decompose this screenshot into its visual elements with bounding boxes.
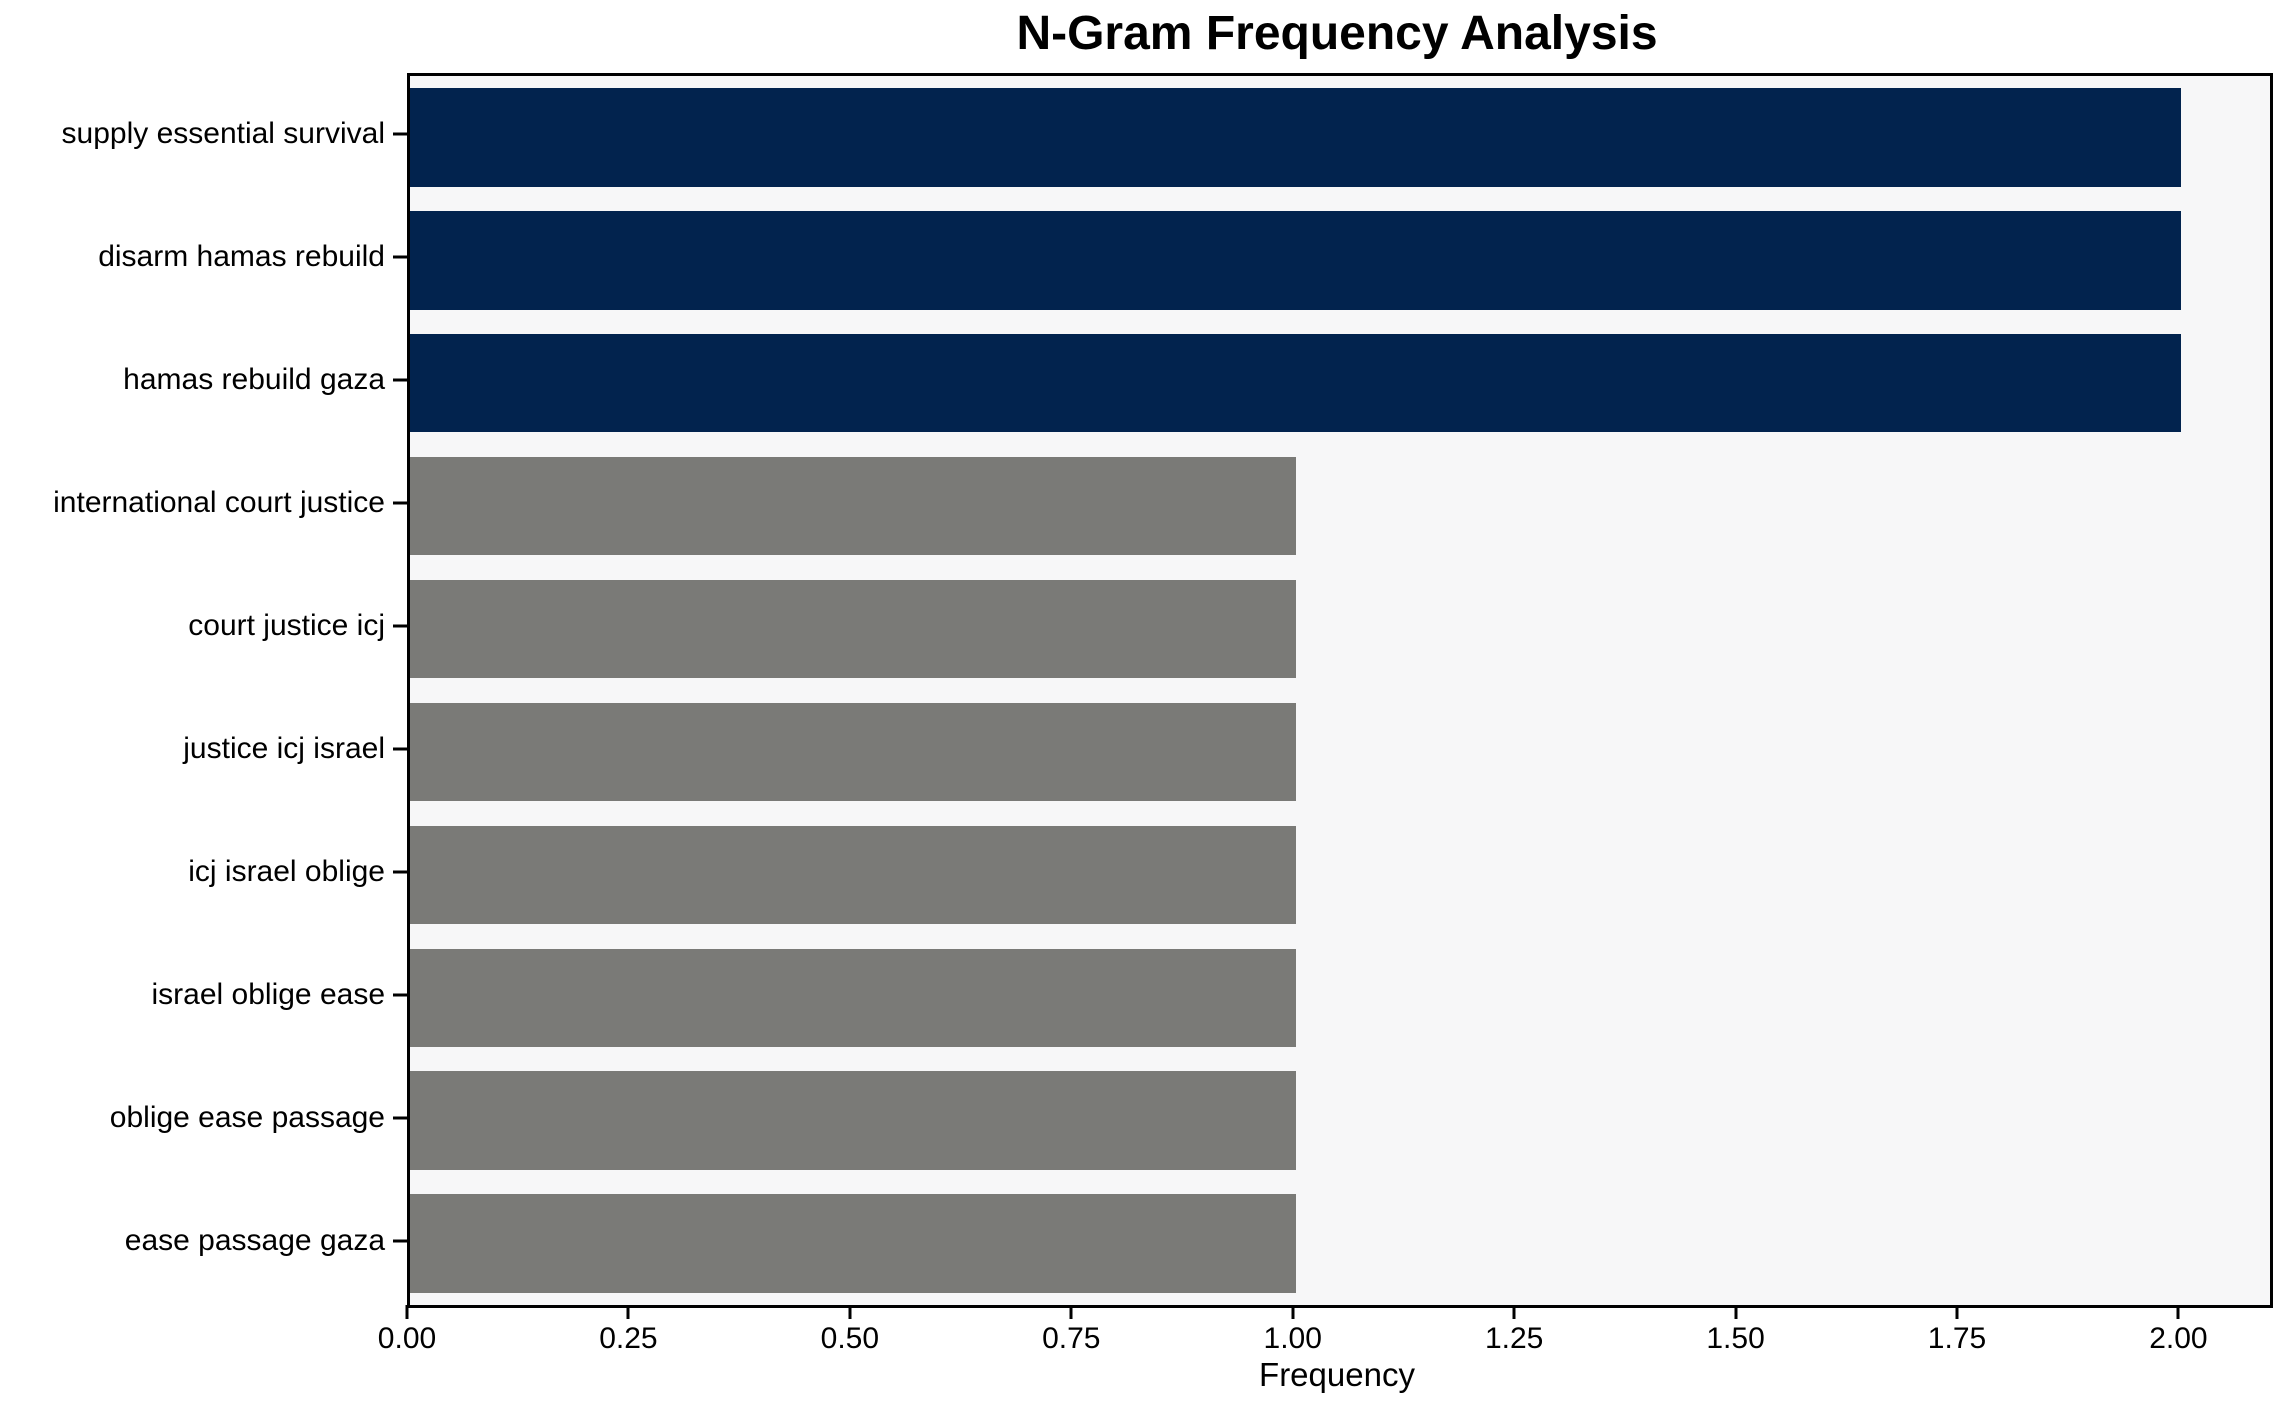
- y-tick-mark: [393, 501, 407, 505]
- y-tick-mark: [393, 255, 407, 259]
- x-tick-label: 0.00: [377, 1322, 437, 1355]
- x-tick-mark: [1069, 1305, 1073, 1319]
- bar-court-justice-icj: [410, 579, 1296, 679]
- x-tick-mark: [626, 1305, 630, 1319]
- y-tick-mark: [393, 624, 407, 628]
- x-tick-label: 2.00: [2149, 1322, 2208, 1355]
- y-tick-mark: [393, 378, 407, 382]
- x-tick-label: 1.25: [1484, 1322, 1544, 1355]
- y-tick-mark: [393, 1239, 407, 1243]
- y-tick-label: hamas rebuild gaza: [123, 363, 385, 397]
- y-tick-mark: [393, 1116, 407, 1120]
- x-axis-label: Frequency: [1259, 1356, 1415, 1393]
- chart-title: N-Gram Frequency Analysis: [1016, 7, 1658, 60]
- x-tick-label: 0.75: [1042, 1322, 1101, 1355]
- x-tick-mark: [405, 1305, 409, 1319]
- x-tick-mark: [848, 1305, 852, 1319]
- x-tick-label: 0.50: [820, 1322, 880, 1355]
- x-tick-label: 1.50: [1706, 1322, 1765, 1355]
- bar-ease-passage-gaza: [410, 1194, 1296, 1293]
- bar-israel-oblige-ease: [410, 948, 1296, 1047]
- bar-disarm-hamas-rebuild: [410, 211, 2182, 310]
- y-tick-label: israel oblige ease: [151, 977, 385, 1011]
- y-tick-label: icj israel oblige: [188, 854, 385, 888]
- x-tick-mark: [2176, 1305, 2180, 1319]
- bar-hamas-rebuild-gaza: [410, 334, 2182, 433]
- y-tick-mark: [393, 132, 407, 136]
- x-tick-mark: [1734, 1305, 1738, 1319]
- x-tick-label: 0.25: [599, 1322, 658, 1355]
- y-tick-label: justice icj israel: [183, 731, 385, 765]
- bar-oblige-ease-passage: [410, 1071, 1296, 1170]
- y-tick-mark: [393, 993, 407, 997]
- y-tick-mark: [393, 870, 407, 874]
- y-tick-label: ease passage gaza: [124, 1223, 385, 1257]
- bar-icj-israel-oblige: [410, 825, 1296, 924]
- x-tick-mark: [1512, 1305, 1516, 1319]
- y-tick-label: disarm hamas rebuild: [98, 240, 385, 274]
- bar-justice-icj-israel: [410, 702, 1296, 802]
- plot-area: [407, 73, 2273, 1308]
- x-tick-label: 1.75: [1927, 1322, 1987, 1355]
- y-tick-label: supply essential survival: [61, 117, 385, 151]
- x-tick-label: 1.00: [1263, 1322, 1322, 1355]
- y-tick-label: international court justice: [53, 486, 385, 520]
- x-tick-mark: [1291, 1305, 1295, 1319]
- bar-supply-essential-survival: [410, 88, 2182, 187]
- y-tick-mark: [393, 747, 407, 751]
- bar-international-court-justice: [410, 456, 1296, 556]
- x-tick-mark: [1955, 1305, 1959, 1319]
- y-tick-label: oblige ease passage: [109, 1100, 385, 1134]
- y-tick-label: court justice icj: [188, 609, 385, 643]
